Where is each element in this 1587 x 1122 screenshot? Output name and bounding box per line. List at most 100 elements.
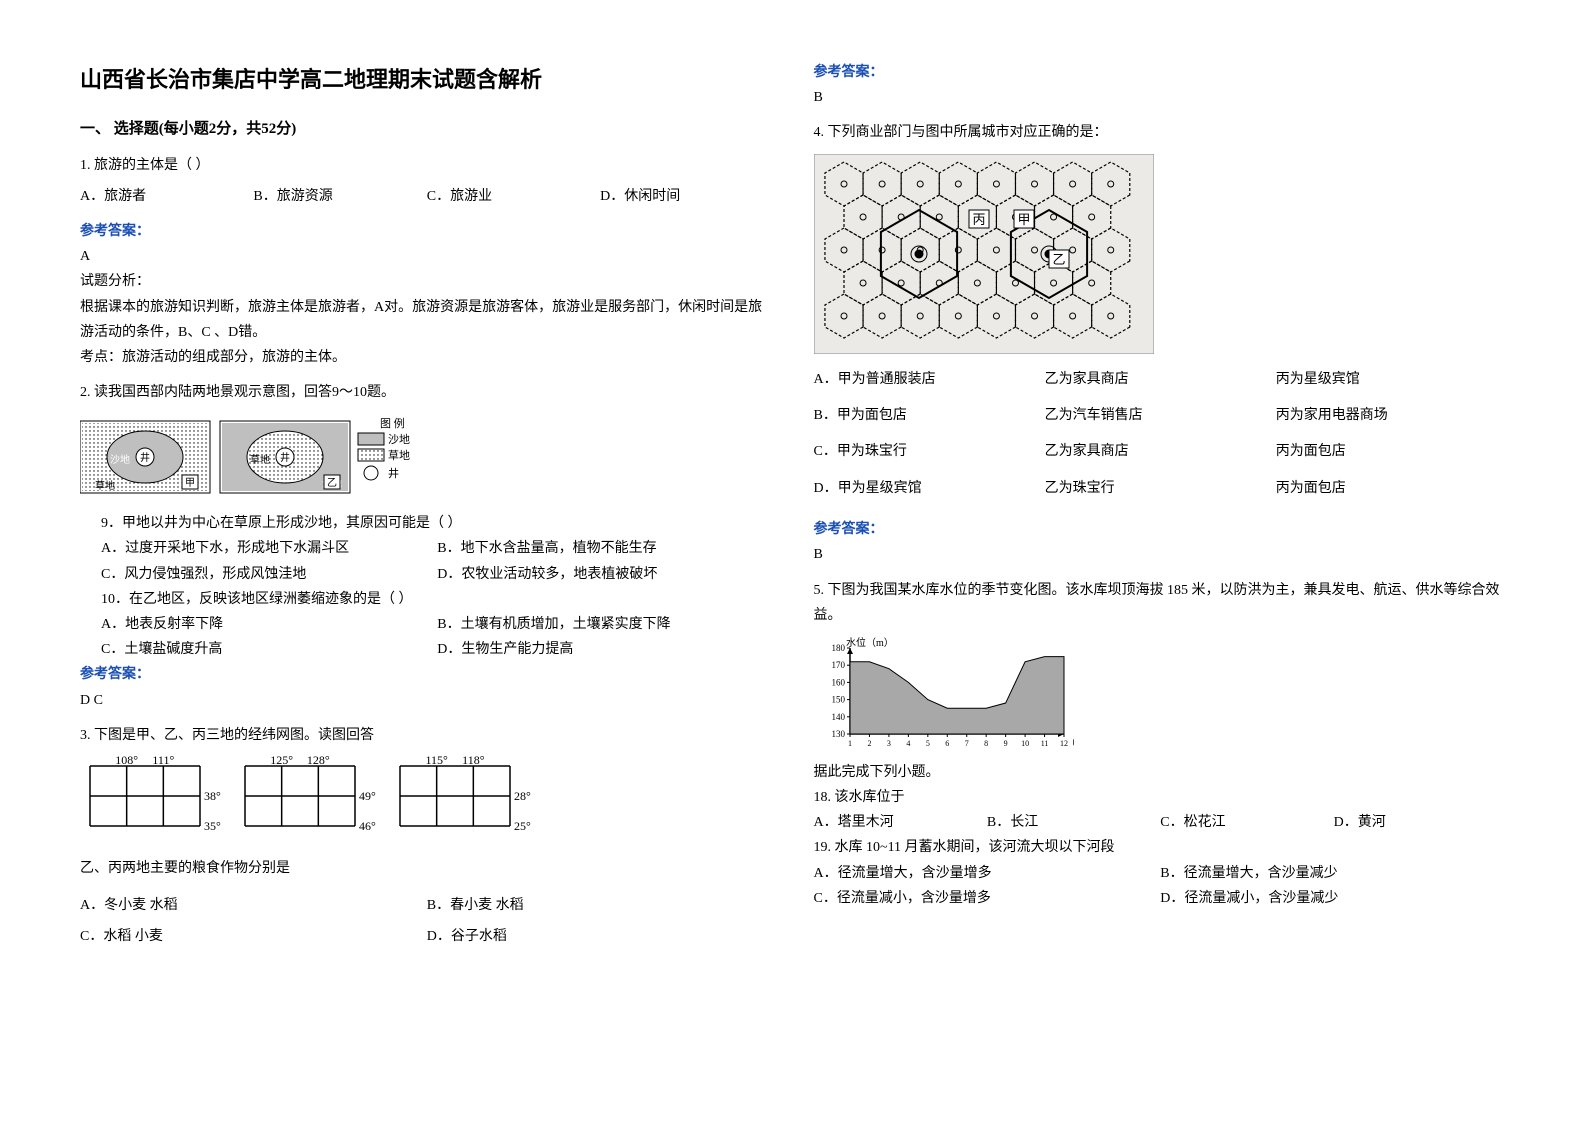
svg-text:140: 140 [831,712,845,722]
svg-text:5: 5 [925,739,929,748]
svg-text:（月份）: （月份） [1066,737,1074,749]
q4-c-2: 乙为家具商店 [1045,434,1276,470]
q1-options: A．旅游者 B．旅游资源 C．旅游业 D．休闲时间 [80,184,774,209]
q5-chart: 130140150160170180123456789101112水位（m）（月… [814,634,1508,754]
q2-map-svg: 井 沙地 草地 甲 井 草地 沙地 乙 图 例 [80,413,420,503]
svg-text:125°: 125° [270,756,293,767]
q1-parse-body: 根据课本的旅游知识判断，旅游主体是旅游者，A对。旅游资源是旅游客体，旅游业是服务… [80,295,774,345]
q5-stem: 5. 下图为我国某水库水位的季节变化图。该水库坝顶海拔 185 米，以防洪为主，… [814,578,1508,628]
ref-answer-label: 参考答案： [80,219,774,244]
doc-title: 山西省长治市集店中学高二地理期末试题含解析 [80,60,774,100]
q2-9d: D．农牧业活动较多，地表植被破坏 [437,562,773,587]
q2-sub9-opts: A．过度开采地下水，形成地下水漏斗区 B．地下水含盐量高，植物不能生存 C．风力… [80,536,774,586]
svg-text:150: 150 [831,694,845,704]
q1-answer: A [80,244,774,269]
q5-18b: B．长江 [987,810,1160,835]
q3-opt-d: D．谷子水稻 [427,922,774,953]
svg-text:2: 2 [867,739,871,748]
q3-opt-b: B．春小麦 水稻 [427,891,774,922]
q2-b-tag: 乙 [327,477,337,489]
q5-sub18: 18. 该水库位于 [814,785,1508,810]
svg-text:160: 160 [831,677,845,687]
svg-text:10: 10 [1021,739,1029,748]
svg-text:38°: 38° [204,789,221,803]
q4-b-1: B．甲为面包店 [814,398,1045,434]
q4-d-2: 乙为珠宝行 [1045,471,1276,507]
q2-a-center: 井 [140,451,150,464]
page: 山西省长治市集店中学高二地理期末试题含解析 一、 选择题(每小题2分，共52分)… [80,60,1507,963]
q5-cont: 据此完成下列小题。 [814,760,1508,785]
q2-stem: 2. 读我国西部内陆两地景观示意图，回答9～10题。 [80,380,774,405]
q1-opt-c: C．旅游业 [427,184,600,209]
q2-legend-2: 草地 [388,449,410,462]
q2-a-outer: 草地 [95,479,115,492]
svg-text:46°: 46° [359,819,376,833]
q4-figure: 丙甲乙 [814,154,1508,354]
svg-text:丙: 丙 [972,212,985,227]
q1-parse-head: 试题分析： [80,269,774,294]
q4-d-3: 丙为面包店 [1276,471,1507,507]
q1-kp: 考点：旅游活动的组成部分，旅游的主体。 [80,345,774,370]
section-heading: 一、 选择题(每小题2分，共52分) [80,116,774,143]
q3-answer: B [814,85,1508,110]
svg-text:108°: 108° [115,756,138,767]
left-column: 山西省长治市集店中学高二地理期末试题含解析 一、 选择题(每小题2分，共52分)… [80,60,774,963]
q4-a-2: 乙为家具商店 [1045,362,1276,398]
svg-text:乙: 乙 [1052,252,1065,267]
q4-c-3: 丙为面包店 [1276,434,1507,470]
q2-figure: 井 沙地 草地 甲 井 草地 沙地 乙 图 例 [80,413,774,503]
q5-19d: D．径流量减小，含沙量减少 [1160,886,1507,911]
q1-stem: 1. 旅游的主体是（ ） [80,153,774,178]
q4-b-2: 乙为汽车销售店 [1045,398,1276,434]
q5: 5. 下图为我国某水库水位的季节变化图。该水库坝顶海拔 185 米，以防洪为主，… [814,578,1508,912]
q5-18-opts: A．塔里木河 B．长江 C．松花江 D．黄河 [814,810,1508,835]
ref-answer-label-4: 参考答案： [814,517,1508,542]
q3-grids-svg: 108°111°38°35° 125°128°49°46° 115°118°28… [80,756,540,846]
q1-opt-a: A．旅游者 [80,184,253,209]
q2-10b: B．土壤有机质增加，土壤紧实度下降 [437,612,773,637]
q3-options: A．冬小麦 水稻 B．春小麦 水稻 C．水稻 小麦 D．谷子水稻 [80,891,774,953]
q5-18a: A．塔里木河 [814,810,987,835]
q2-b-ring: 草地 [250,453,270,466]
q3: 3. 下图是甲、乙、丙三地的经纬网图。读图回答 108°111°38°35° 1… [80,723,774,953]
svg-text:130: 130 [831,729,845,739]
q5-19a: A．径流量增大，含沙量增多 [814,861,1161,886]
q2-9a: A．过度开采地下水，形成地下水漏斗区 [101,536,437,561]
q3-opt-a: A．冬小麦 水稻 [80,891,427,922]
q1-opt-b: B．旅游资源 [253,184,426,209]
svg-text:7: 7 [964,739,968,748]
q2-10a: A．地表反射率下降 [101,612,437,637]
q2-a-tag: 甲 [185,478,195,489]
q5-chart-svg: 130140150160170180123456789101112水位（m）（月… [814,634,1074,754]
svg-text:115°: 115° [425,756,448,767]
q4-a-1: A．甲为普通服装店 [814,362,1045,398]
svg-text:6: 6 [945,739,949,748]
q2-answer: D C [80,688,774,713]
q2-b-center: 井 [280,451,290,464]
svg-text:28°: 28° [514,789,531,803]
q2-a-ring: 沙地 [110,453,130,466]
q4-d-1: D．甲为星级宾馆 [814,471,1045,507]
q2-sub9: 9．甲地以井为中心在草原上形成沙地，其原因可能是（ ） [80,511,774,536]
svg-text:35°: 35° [204,819,221,833]
q4-stem: 4. 下列商业部门与图中所属城市对应正确的是： [814,120,1508,145]
q2-sub10: 10．在乙地区，反映该地区绿洲萎缩迹象的是（ ） [80,587,774,612]
q3-stem: 3. 下图是甲、乙、丙三地的经纬网图。读图回答 [80,723,774,748]
q2-legend-3: 井 [388,466,399,480]
right-column: 参考答案： B 4. 下列商业部门与图中所属城市对应正确的是： 丙甲乙 A．甲为… [814,60,1508,963]
svg-text:118°: 118° [462,756,485,767]
q4-options: A．甲为普通服装店 乙为家具商店 丙为星级宾馆 B．甲为面包店 乙为汽车销售店 … [814,362,1508,508]
q2: 2. 读我国西部内陆两地景观示意图，回答9～10题。 井 沙地 草地 甲 [80,380,774,713]
q3-sub: 乙、丙两地主要的粮食作物分别是 [80,856,774,881]
q5-19c: C．径流量减小，含沙量增多 [814,886,1161,911]
q2-9b: B．地下水含盐量高，植物不能生存 [437,536,773,561]
q5-sub19: 19. 水库 10~11 月蓄水期间，该河流大坝以下河段 [814,835,1508,860]
svg-text:170: 170 [831,660,845,670]
q4-b-3: 丙为家用电器商场 [1276,398,1507,434]
ref-answer-label-3: 参考答案： [814,60,1508,85]
q4-answer: B [814,542,1508,567]
svg-text:49°: 49° [359,789,376,803]
q4-hex-svg: 丙甲乙 [814,154,1154,354]
svg-text:25°: 25° [514,819,531,833]
q1-opt-d: D．休闲时间 [600,184,773,209]
